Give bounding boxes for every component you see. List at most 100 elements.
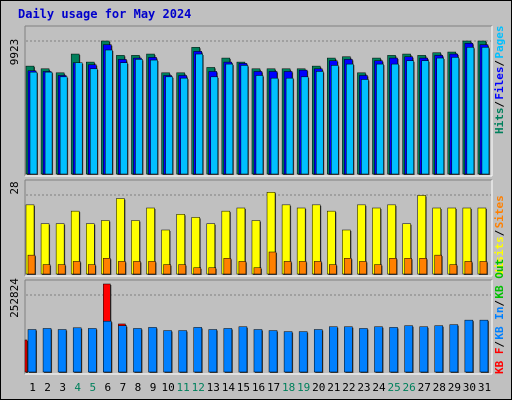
sites-bar-day-12 bbox=[193, 267, 201, 275]
kbin-bar-day-4 bbox=[72, 327, 82, 373]
day-label-9: 9 bbox=[150, 381, 157, 394]
sites-bar-day-31 bbox=[479, 261, 488, 275]
sites-bar-day-11 bbox=[178, 264, 186, 275]
day-label-11: 11 bbox=[177, 381, 190, 394]
legend-separator: / bbox=[493, 101, 506, 108]
sites-bar-day-13 bbox=[208, 267, 217, 275]
day-label-30: 30 bbox=[463, 381, 476, 394]
panel-3-max-label: 252824 bbox=[8, 278, 21, 318]
kbin-bar-day-7 bbox=[118, 325, 127, 373]
pages-bar-day-20 bbox=[315, 71, 324, 175]
kbin-bar-day-23 bbox=[359, 328, 368, 373]
pages-bar-day-5 bbox=[90, 68, 98, 175]
day-label-18: 18 bbox=[282, 381, 295, 394]
sites-bar-day-7 bbox=[118, 261, 126, 275]
legend-kb-f: KB F bbox=[493, 348, 506, 375]
kbin-bar-day-31 bbox=[479, 319, 489, 373]
kbin-bar-day-17 bbox=[268, 330, 278, 373]
pages-bar-day-11 bbox=[180, 77, 188, 175]
legend-pages: Pages bbox=[493, 25, 506, 58]
pages-bar-day-7 bbox=[120, 62, 128, 175]
pages-bar-day-16 bbox=[255, 75, 264, 175]
legend-kb-out: KB Out bbox=[493, 259, 506, 299]
kbin-bar-day-11 bbox=[178, 330, 187, 373]
kbin-bar-day-12 bbox=[193, 327, 202, 373]
day-label-16: 16 bbox=[252, 381, 265, 394]
day-label-15: 15 bbox=[237, 381, 250, 394]
kbin-bar-day-27 bbox=[419, 326, 428, 373]
sites-bar-day-27 bbox=[419, 258, 427, 275]
kbin-bar-day-20 bbox=[313, 329, 323, 373]
pages-bar-day-29 bbox=[451, 57, 460, 175]
day-label-20: 20 bbox=[312, 381, 325, 394]
pages-bar-day-13 bbox=[210, 76, 219, 175]
sites-bar-day-16 bbox=[253, 267, 262, 275]
legend-separator: / bbox=[493, 300, 506, 307]
legend-files: Files bbox=[493, 66, 506, 99]
kbin-bar-day-21 bbox=[329, 326, 338, 373]
sites-bar-day-21 bbox=[329, 264, 337, 275]
kbin-bar-day-6 bbox=[103, 320, 112, 373]
pages-bar-day-25 bbox=[391, 63, 399, 175]
day-label-2: 2 bbox=[44, 381, 51, 394]
pages-bar-day-3 bbox=[59, 76, 68, 175]
sites-bar-day-1 bbox=[27, 254, 36, 275]
sites-bar-day-18 bbox=[283, 261, 292, 275]
pages-bar-day-9 bbox=[150, 59, 158, 175]
sites-bar-day-5 bbox=[88, 264, 96, 275]
kbin-bar-day-26 bbox=[404, 325, 413, 373]
pages-bar-day-15 bbox=[240, 65, 249, 175]
pages-bar-day-2 bbox=[44, 71, 53, 175]
day-label-4: 4 bbox=[74, 381, 81, 394]
day-label-14: 14 bbox=[222, 381, 236, 394]
pages-bar-day-21 bbox=[331, 65, 339, 175]
kbin-bar-day-28 bbox=[434, 325, 443, 373]
kbin-bar-day-5 bbox=[88, 328, 97, 373]
panel-1-max-label: 9923 bbox=[8, 39, 21, 66]
kbin-bar-day-10 bbox=[163, 330, 172, 373]
day-label-1: 1 bbox=[29, 381, 36, 394]
sites-bar-day-6 bbox=[103, 258, 111, 275]
legend-separator: / bbox=[493, 60, 506, 67]
day-label-25: 25 bbox=[387, 381, 400, 394]
kbin-bar-day-24 bbox=[374, 326, 383, 373]
kbin-bar-day-9 bbox=[148, 327, 157, 373]
sites-bar-day-28 bbox=[434, 254, 442, 275]
sites-bar-day-29 bbox=[449, 264, 458, 275]
day-label-26: 26 bbox=[403, 381, 416, 394]
sites-bar-day-22 bbox=[344, 258, 352, 275]
sites-bar-day-14 bbox=[223, 258, 232, 275]
pages-bar-day-31 bbox=[481, 47, 490, 175]
pages-bar-day-14 bbox=[225, 63, 234, 175]
legend-visits: Visits bbox=[493, 236, 506, 276]
day-label-23: 23 bbox=[357, 381, 370, 394]
sites-bar-day-26 bbox=[404, 258, 412, 275]
legend-hits: Hits bbox=[493, 108, 506, 135]
kbin-bar-day-22 bbox=[344, 326, 353, 373]
day-label-31: 31 bbox=[478, 381, 491, 394]
kbf-thin-bar-day-1 bbox=[24, 339, 28, 373]
day-label-10: 10 bbox=[161, 381, 174, 394]
pages-bar-day-30 bbox=[466, 47, 475, 175]
pages-bar-day-1 bbox=[29, 71, 38, 175]
legend-sites: Sites bbox=[493, 195, 506, 228]
legend-separator: / bbox=[493, 229, 506, 236]
pages-bar-day-17 bbox=[270, 77, 279, 175]
pages-bar-day-22 bbox=[346, 63, 354, 175]
kbin-bar-day-15 bbox=[238, 326, 248, 373]
kbin-bar-day-13 bbox=[208, 329, 218, 373]
kbin-bar-day-30 bbox=[464, 319, 474, 373]
day-label-3: 3 bbox=[59, 381, 66, 394]
day-label-22: 22 bbox=[342, 381, 355, 394]
day-label-24: 24 bbox=[372, 381, 386, 394]
pages-bar-day-26 bbox=[406, 60, 414, 175]
kbin-bar-day-29 bbox=[449, 324, 459, 373]
pages-bar-day-8 bbox=[135, 59, 143, 175]
kbin-bar-day-16 bbox=[253, 329, 263, 373]
day-label-5: 5 bbox=[89, 381, 96, 394]
pages-bar-day-12 bbox=[195, 53, 203, 175]
day-label-29: 29 bbox=[448, 381, 461, 394]
kbin-bar-day-1 bbox=[27, 329, 37, 373]
sites-bar-day-23 bbox=[359, 261, 367, 275]
panel-2-max-label: 28 bbox=[8, 181, 21, 194]
